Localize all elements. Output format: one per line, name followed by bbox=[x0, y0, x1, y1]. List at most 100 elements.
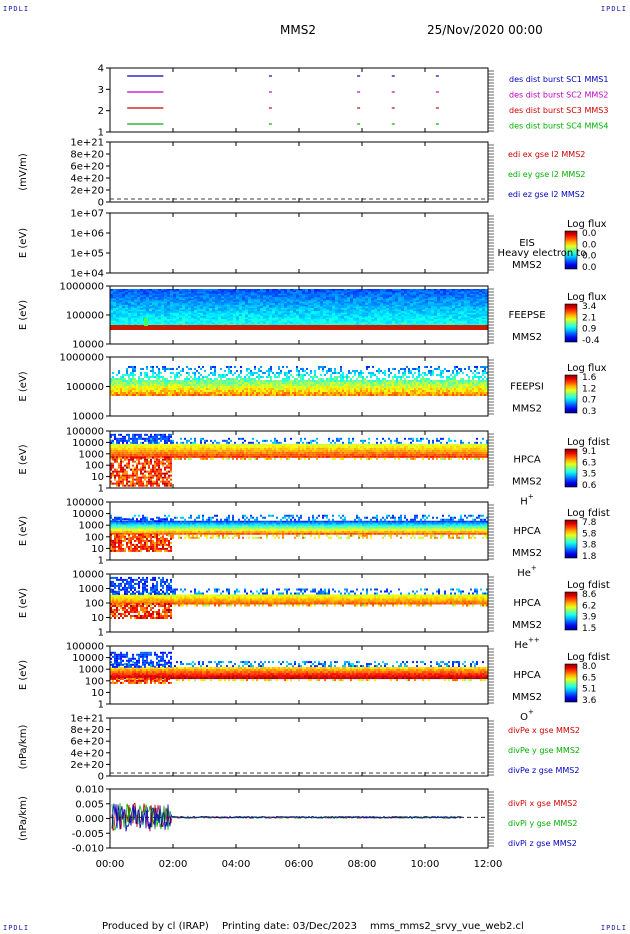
y-axis-label: E (eV) bbox=[18, 660, 29, 690]
species-label: O+ bbox=[520, 708, 534, 723]
legend-2: edi ez gse l2 MMS2 bbox=[508, 190, 585, 199]
legend-1: divPe y gse MMS2 bbox=[508, 746, 580, 755]
colorbar-2 bbox=[564, 230, 578, 270]
y-tick-label: 100000 bbox=[66, 498, 104, 509]
y-tick-label: 1000 bbox=[79, 665, 104, 676]
colorbar-tick-label: 0.9 bbox=[582, 325, 597, 335]
y-tick-label: 1e+05 bbox=[70, 249, 104, 260]
y-tick-label: 1 bbox=[98, 128, 104, 139]
legend-1: edi ey gse l2 MMS2 bbox=[508, 170, 586, 179]
y-axis-label: E (eV) bbox=[18, 228, 29, 258]
y-tick-label: 0.000 bbox=[75, 814, 104, 825]
species-charge: + bbox=[528, 492, 534, 500]
legend-2: des dist burst SC3 MMS3 bbox=[509, 106, 608, 115]
colorbar-tick-label: 9.1 bbox=[582, 447, 596, 457]
footer-script-name: mms_mms2_srvy_vue_web2.cl bbox=[370, 921, 524, 932]
y-axis-label: E (eV) bbox=[18, 371, 29, 401]
footer-produced-by: Produced by cl (IRAP) bbox=[102, 921, 209, 932]
y-tick-label: 2 bbox=[98, 106, 104, 117]
colorbar-tick-label: 1.5 bbox=[582, 624, 596, 634]
colorbar-tick-label: 6.5 bbox=[582, 673, 596, 683]
y-tick-label: 4e+20 bbox=[70, 174, 104, 185]
colorbar-tick-label: -0.4 bbox=[582, 336, 600, 346]
corner-mark-bottom-left: IPDLI bbox=[3, 924, 30, 932]
species-label: H+ bbox=[520, 492, 534, 507]
spectrogram-5 bbox=[110, 433, 488, 487]
y-tick-label: 1e+21 bbox=[70, 714, 104, 725]
y-tick-label: 10 bbox=[91, 613, 104, 624]
y-tick-label: 100 bbox=[85, 461, 104, 472]
time-tick-label: 12:00 bbox=[474, 859, 503, 870]
instrument-label: HPCA bbox=[513, 598, 541, 609]
y-tick-label: 10000 bbox=[72, 438, 104, 449]
y-tick-label: 100 bbox=[85, 599, 104, 610]
colorbar-tick-label: 1.6 bbox=[582, 373, 597, 383]
y-tick-label: 100000 bbox=[66, 311, 104, 322]
y-tick-label: 10000 bbox=[72, 509, 104, 520]
y-tick-label: 10 bbox=[91, 688, 104, 699]
legend-1: des dist burst SC2 MMS2 bbox=[509, 91, 608, 100]
y-tick-label: 4e+20 bbox=[70, 748, 104, 759]
y-tick-label: 2e+20 bbox=[70, 186, 104, 197]
panel-frame-2 bbox=[109, 212, 489, 274]
spectrogram-8 bbox=[110, 651, 488, 684]
colorbar-tick-label: 0.0 bbox=[582, 252, 597, 262]
colorbar-tick-label: 0.6 bbox=[582, 481, 597, 491]
y-tick-label: 1000000 bbox=[59, 353, 104, 364]
colorbar-tick-label: 3.9 bbox=[582, 613, 597, 623]
spacecraft-label: MMS2 bbox=[512, 692, 542, 703]
colorbar-tick-label: 8.6 bbox=[582, 590, 597, 600]
colorbar-tick-label: 5.1 bbox=[582, 685, 596, 695]
spacecraft-label: MMS2 bbox=[512, 548, 542, 559]
instrument-label: EIS bbox=[519, 238, 535, 249]
colorbar-tick-label: 0.0 bbox=[582, 263, 597, 273]
y-axis-label: E (eV) bbox=[18, 588, 29, 618]
y-tick-label: 1e+04 bbox=[70, 269, 104, 280]
spacecraft-label: MMS2 bbox=[512, 403, 542, 414]
spacecraft-label: MMS2 bbox=[512, 620, 542, 631]
colorbar-6 bbox=[564, 519, 578, 559]
y-tick-label: 100000 bbox=[66, 642, 104, 653]
y-tick-label: -0.010 bbox=[72, 844, 104, 855]
species-charge: ++ bbox=[528, 636, 540, 644]
mission-title: MMS2 bbox=[280, 23, 316, 37]
colorbar-3 bbox=[564, 303, 578, 343]
series-line-2 bbox=[111, 803, 462, 832]
y-axis-label: (mV/m) bbox=[18, 153, 29, 191]
time-tick-label: 02:00 bbox=[159, 859, 188, 870]
colorbar-tick-label: 3.5 bbox=[582, 470, 596, 480]
colorbar-tick-label: 1.2 bbox=[582, 384, 596, 394]
panel-frame-9 bbox=[109, 717, 489, 777]
y-tick-label: 1000 bbox=[79, 521, 104, 532]
y-tick-label: 1e+07 bbox=[70, 209, 104, 220]
colorbar-title: Log fdist bbox=[567, 580, 610, 591]
y-tick-label: 1e+21 bbox=[70, 138, 104, 149]
corner-mark-bottom-right: IPDLI bbox=[600, 924, 627, 932]
species-label: He+ bbox=[517, 564, 537, 579]
species-charge: + bbox=[531, 564, 537, 572]
legend-0: edi ex gse l2 MMS2 bbox=[508, 150, 585, 159]
instrument-label: FEEPSE bbox=[508, 310, 545, 321]
y-axis-label: E (eV) bbox=[18, 444, 29, 474]
series-line-1 bbox=[111, 803, 463, 831]
colorbar-tick-label: 6.2 bbox=[582, 601, 596, 611]
colorbar-tick-label: 0.0 bbox=[582, 240, 597, 250]
colorbar-tick-label: 3.8 bbox=[582, 541, 597, 551]
time-tick-label: 06:00 bbox=[285, 859, 314, 870]
spectrogram-7 bbox=[110, 576, 488, 619]
y-tick-label: 6e+20 bbox=[70, 162, 104, 173]
colorbar-tick-label: 5.8 bbox=[582, 529, 597, 539]
y-tick-label: 8e+20 bbox=[70, 150, 104, 161]
overlay-text: Heavy electron to bbox=[498, 248, 587, 259]
colorbar-tick-label: 1.8 bbox=[582, 552, 597, 562]
legend-2: divPe z gse MMS2 bbox=[508, 766, 579, 775]
corner-mark-top-left: IPDLI bbox=[3, 5, 30, 13]
y-tick-label: 0 bbox=[98, 772, 104, 783]
colorbar-tick-label: 0.7 bbox=[582, 396, 596, 406]
y-tick-label: 1 bbox=[98, 700, 104, 711]
y-tick-label: 10000 bbox=[72, 340, 104, 351]
legend-0: divPe x gse MMS2 bbox=[508, 726, 580, 735]
y-tick-label: 1 bbox=[98, 628, 104, 639]
